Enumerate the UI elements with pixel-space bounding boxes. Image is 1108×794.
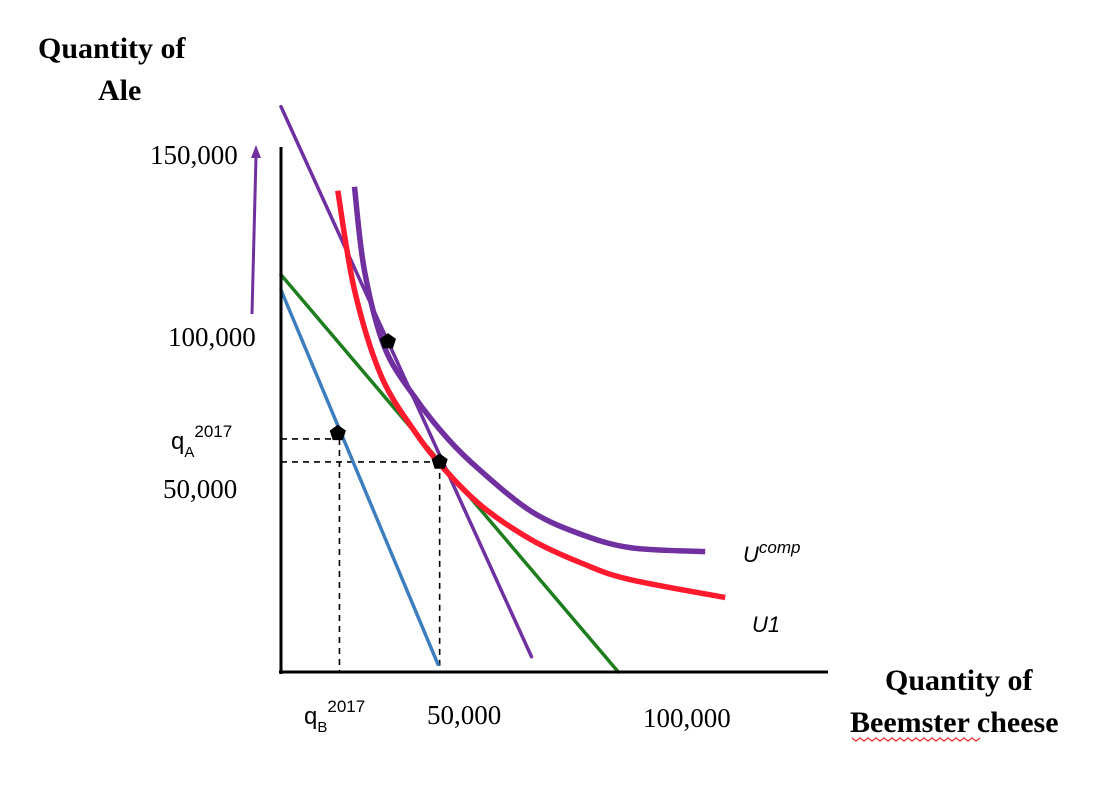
q-b-base: q [304,703,317,730]
x-tick-label: 50,000 [427,700,501,730]
x-axis-title-line1: Quantity of [885,664,1034,697]
y-tick-label: 150,000 [150,140,238,170]
dashed-guides [281,438,441,672]
x-tick-label: 100,000 [643,703,731,733]
q-a-sup: 2017 [194,422,232,441]
q-a-sub: A [184,444,194,461]
ucomp-label: Ucomp [743,538,800,567]
bundle-point [431,453,448,469]
u1-label: U1 [752,612,780,637]
y-axis-title-line1: Quantity of [38,32,187,65]
ucomp-label-sup: comp [759,538,801,557]
x-axis-title-line2: Beemster cheese [850,706,1059,739]
budget-lines [279,104,621,674]
q-b-2017-label: qB2017 [304,697,365,736]
ucomp-curve [351,186,706,555]
bundle-point [329,424,346,441]
q-a-2017-label: qA2017 [171,422,232,461]
y-axis-title-line2: Ale [98,74,141,107]
spellcheck-squiggle [851,737,981,742]
q-a-base: q [171,428,184,455]
q-b-sup: 2017 [327,697,365,716]
bundle-point [379,333,396,349]
u1-curve [335,190,726,601]
points [329,333,448,469]
q-b-sub: B [317,719,327,736]
purple-arrow-shaft [250,155,258,315]
y-tick-label: 50,000 [163,474,237,504]
budget-line-budget-2017 [279,288,440,667]
indifference-curves [335,186,726,601]
y-tick-label: 100,000 [168,322,256,352]
purple-arrow-head [251,145,261,158]
ucomp-label-base: U [743,542,759,567]
